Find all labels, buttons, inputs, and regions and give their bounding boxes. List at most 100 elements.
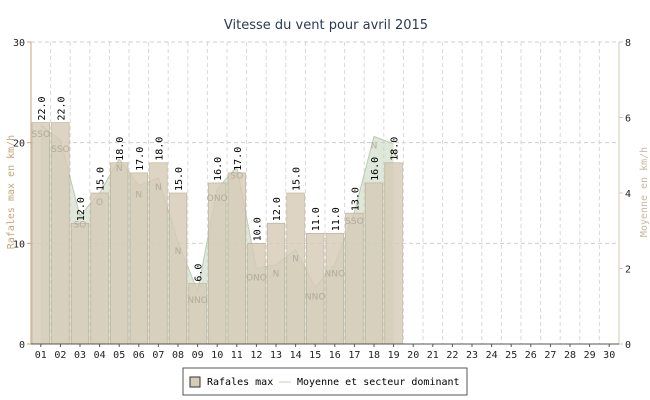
bar-value-label-02: 22.0 (56, 96, 67, 120)
x-tick-label-04: 04 (94, 350, 106, 361)
bar-19 (384, 162, 403, 345)
bar-17 (345, 212, 364, 345)
bar-15 (306, 232, 325, 345)
bar-04 (90, 192, 109, 345)
x-tick-label-15: 15 (309, 350, 321, 361)
direction-label-17: SSO (345, 217, 364, 227)
bar-value-label-19: 18.0 (390, 137, 401, 161)
x-tick-label-09: 09 (192, 350, 204, 361)
x-tick-label-26: 26 (525, 350, 537, 361)
bar-value-label-15: 11.0 (311, 207, 322, 231)
x-tick-label-30: 30 (603, 350, 615, 361)
legend-box (182, 367, 468, 396)
x-tick-label-17: 17 (348, 350, 360, 361)
x-tick-label-07: 07 (152, 350, 164, 361)
chart-title: Vitesse du vent pour avril 2015 (224, 18, 428, 33)
x-tick-label-29: 29 (584, 350, 596, 361)
x-tick-label-06: 06 (133, 350, 145, 361)
bar-10 (208, 182, 227, 345)
y-tick-label-right: 4 (625, 189, 631, 200)
x-tick-label-22: 22 (446, 350, 458, 361)
x-tick-label-01: 01 (35, 350, 47, 361)
x-tick-label-12: 12 (250, 350, 262, 361)
x-tick-label-27: 27 (544, 350, 556, 361)
y-tick-label-right: 6 (625, 114, 631, 125)
bar-value-label-01: 22.0 (37, 96, 48, 120)
y-axis-label-right: Moyenne en km/h (639, 147, 650, 237)
direction-label-09: NNO (187, 296, 208, 306)
bar-09 (188, 283, 207, 345)
x-tick-label-10: 10 (211, 350, 223, 361)
x-tick-label-02: 02 (54, 350, 66, 361)
bar-18 (364, 182, 384, 345)
bar-value-labels-layer: 22.0 22.0 12.0 15.0 18.0 17.0 18.0 15.0 6.0 16.0 1… (37, 96, 401, 281)
x-tick-label-03: 03 (74, 350, 86, 361)
bar-12 (247, 243, 266, 345)
bar-05 (110, 162, 129, 345)
direction-label-07: N (155, 183, 162, 193)
bar-value-label-06: 17.0 (135, 147, 146, 171)
y-axis-label-left: Rafales max en km/h (6, 135, 17, 249)
bar-value-label-17: 13.0 (350, 187, 361, 211)
y-tick-label-left: 0 (19, 340, 25, 351)
bar-value-label-10: 16.0 (213, 157, 224, 181)
bar-13 (266, 222, 286, 345)
x-tick-label-23: 23 (466, 350, 478, 361)
x-tick-label-08: 08 (172, 350, 184, 361)
direction-label-08: N (175, 247, 182, 257)
direction-label-18: N (371, 141, 378, 151)
x-tick-label-18: 18 (368, 350, 380, 361)
bar-value-label-04: 15.0 (96, 167, 107, 191)
y-tick-label-right: 2 (625, 265, 631, 276)
bars-layer (31, 122, 403, 345)
legend-label-moyenne: Moyenne et secteur dominant (297, 377, 460, 388)
bar-01 (31, 122, 50, 345)
direction-label-16: NNO (325, 270, 346, 280)
direction-label-15: NNO (305, 292, 326, 302)
bar-02 (51, 122, 70, 345)
x-tick-label-25: 25 (505, 350, 517, 361)
bar-11 (227, 172, 246, 345)
x-tick-label-19: 19 (388, 350, 400, 361)
bar-value-label-13: 12.0 (272, 197, 283, 221)
direction-label-05: N (116, 164, 123, 174)
x-tick-label-13: 13 (270, 350, 282, 361)
bar-value-label-11: 17.0 (233, 147, 244, 171)
x-tick-label-21: 21 (427, 350, 439, 361)
y-tick-label-left: 20 (13, 139, 25, 150)
legend-swatch-rafales (189, 376, 201, 388)
bar-value-label-16: 11.0 (331, 207, 342, 231)
direction-label-11: SO (230, 172, 243, 182)
direction-label-13: N (273, 270, 280, 280)
direction-label-06: N (135, 190, 142, 200)
bar-value-label-18: 16.0 (370, 157, 381, 181)
y-tick-label-right: 0 (625, 340, 631, 351)
x-tick-label-05: 05 (113, 350, 125, 361)
bar-value-label-09: 6.0 (194, 264, 205, 282)
x-tick-label-11: 11 (231, 350, 243, 361)
direction-label-02: SSO (51, 145, 70, 155)
bar-value-label-03: 12.0 (76, 197, 87, 221)
x-tick-label-14: 14 (290, 350, 302, 361)
x-tick-label-20: 20 (407, 350, 419, 361)
y-tick-label-left: 30 (13, 38, 25, 49)
x-tick-label-16: 16 (329, 350, 341, 361)
bar-value-label-07: 18.0 (154, 137, 165, 161)
direction-label-01: SSO (32, 130, 51, 140)
y-tick-label-right: 8 (625, 38, 631, 49)
bar-value-label-05: 18.0 (115, 137, 126, 161)
legend-label-rafales: Rafales max (207, 377, 273, 388)
direction-label-19: N (390, 149, 397, 159)
bar-value-label-08: 15.0 (174, 167, 185, 191)
direction-label-12: ONO (246, 274, 267, 284)
bar-03 (70, 222, 90, 345)
x-tick-label-28: 28 (564, 350, 576, 361)
direction-label-14: N (292, 255, 299, 265)
bar-value-label-14: 15.0 (292, 167, 303, 191)
y-tick-label-left: 10 (13, 239, 25, 250)
legend: Rafales max Moyenne et secteur dominant (182, 367, 468, 396)
bar-08 (168, 192, 188, 345)
